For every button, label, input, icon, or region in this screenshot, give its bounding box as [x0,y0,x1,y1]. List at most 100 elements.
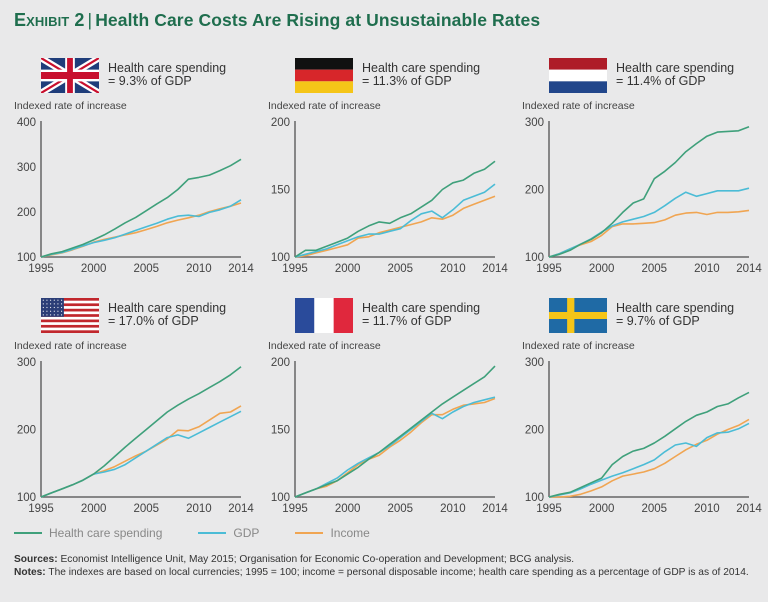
legend: Health care spending GDP Income [14,526,406,540]
x-tick-label: 2005 [133,263,159,275]
chart-panel-netherlands: Health care spending = 11.4% of GDP Indexe… [508,50,764,290]
germany-flag-icon [295,58,353,93]
series-line-income [548,209,750,258]
spending-caption: Health care spending = 11.4% of GDP [616,62,734,88]
chart-panel-sweden: Health care spending = 9.7% of GDP Indexed… [508,290,764,530]
legend-swatch-health [14,532,42,534]
title-separator: | [87,10,93,30]
spending-caption-line2: = 9.7% of GDP [616,314,700,328]
sources-text: Economist Intelligence Unit, May 2015; O… [57,554,575,565]
y-tick-label: 200 [17,207,36,219]
sources-label: Sources: [14,554,58,565]
y-tick-label: 300 [17,162,36,174]
x-tick-label: 2014 [482,503,508,515]
series-line-health [294,365,496,498]
x-tick-label: 1995 [282,503,308,515]
notes-text: The indexes are based on local currencie… [45,567,749,578]
y-tick-label: 150 [271,185,290,197]
y-tick-label: 100 [525,252,544,264]
x-tick-label: 2000 [335,503,361,515]
spending-caption-line2: = 17.0% of GDP [108,314,199,328]
spending-caption-line2: = 11.7% of GDP [362,314,452,328]
series-line-health [548,391,750,498]
x-tick-label: 2000 [81,503,107,515]
chart-panel-germany: Health care spending = 11.3% of GDP Indexe… [254,50,510,290]
y-tick-label: 300 [525,117,544,129]
x-tick-label: 2014 [482,263,508,275]
y-tick-label: 400 [17,117,36,129]
exhibit-number: Exhibit 2 [14,10,85,30]
y-tick-label: 100 [17,252,36,264]
x-tick-label: 2010 [186,263,212,275]
legend-label-income: Income [330,526,370,540]
y-tick-label: 300 [17,357,36,369]
y-tick-label: 200 [17,425,36,437]
series-line-gdp [40,410,242,498]
spending-caption: Health care spending = 11.7% of GDP [362,302,480,328]
y-tick-label: 200 [525,425,544,437]
chart-panel-united-kingdom: Health care spending = 9.3% of GDP Indexed… [0,50,256,290]
y-axis-label: Indexed rate of increase [522,340,635,352]
series-line-income [549,418,750,498]
series-line-gdp [40,199,242,258]
notes-label: Notes: [14,567,46,578]
chart-panel-france: Health care spending = 11.7% of GDP Indexe… [254,290,510,530]
line-chart: 100 200 300 1995 2000 2005 2010 2014 [17,357,255,515]
y-tick-label: 100 [17,492,36,504]
spending-caption: Health care spending = 11.3% of GDP [362,62,480,88]
line-chart: 100 200 300 1995 2000 2005 2010 2014 [525,117,763,275]
line-chart: 100 150 200 1995 2000 2005 2010 2014 [271,357,509,515]
spending-caption-line2: = 9.3% of GDP [108,74,192,88]
y-tick-label: 200 [271,357,290,369]
series-line-health [548,125,750,258]
y-tick-label: 200 [525,185,544,197]
series-line-health [40,158,242,258]
line-chart: 100 150 200 1995 2000 2005 2010 2014 [271,117,509,275]
spending-caption: Health care spending = 9.3% of GDP [108,62,226,88]
x-tick-label: 1995 [28,263,54,275]
x-tick-label: 2005 [641,263,667,275]
x-tick-label: 1995 [536,503,562,515]
spending-caption: Health care spending = 9.7% of GDP [616,302,734,328]
spending-caption: Health care spending = 17.0% of GDP [108,302,226,328]
x-tick-label: 2010 [186,503,212,515]
x-tick-label: 2010 [440,503,466,515]
spending-caption-line1: Health care spending [616,301,735,315]
x-tick-label: 2014 [228,263,254,275]
x-tick-label: 2005 [133,503,159,515]
x-tick-label: 2010 [694,263,720,275]
usa-flag-icon [41,298,99,333]
y-axis-label: Indexed rate of increase [268,100,381,112]
netherlands-flag-icon [549,58,607,93]
series-line-income [294,397,496,498]
y-axis-label: Indexed rate of increase [14,340,127,352]
y-axis-label: Indexed rate of increase [14,100,127,112]
sources-note: Sources: Economist Intelligence Unit, Ma… [14,553,754,566]
x-tick-label: 1995 [282,263,308,275]
legend-label-gdp: GDP [233,526,260,540]
spending-caption-line1: Health care spending [108,301,227,315]
y-tick-label: 100 [271,252,290,264]
series-line-gdp [548,422,750,498]
legend-swatch-gdp [198,532,227,534]
spending-caption-line1: Health care spending [108,61,227,75]
exhibit-heading: Health Care Costs Are Rising at Unsustai… [95,10,541,30]
x-tick-label: 2000 [589,503,615,515]
y-tick-label: 100 [271,492,290,504]
spending-caption-line2: = 11.3% of GDP [362,74,452,88]
y-tick-label: 100 [525,492,544,504]
series-line-income [294,195,496,258]
x-tick-label: 2005 [387,503,413,515]
spending-caption-line1: Health care spending [362,61,481,75]
x-tick-label: 2014 [736,263,762,275]
y-tick-label: 200 [271,117,290,129]
legend-item-gdp: GDP [198,526,259,540]
series-line-gdp [294,396,496,498]
x-tick-label: 2005 [641,503,667,515]
y-axis-label: Indexed rate of increase [522,100,635,112]
series-line-health [40,366,242,498]
spending-caption-line1: Health care spending [616,61,735,75]
y-tick-label: 150 [271,425,290,437]
x-tick-label: 2010 [440,263,466,275]
legend-item-income: Income [295,526,370,540]
